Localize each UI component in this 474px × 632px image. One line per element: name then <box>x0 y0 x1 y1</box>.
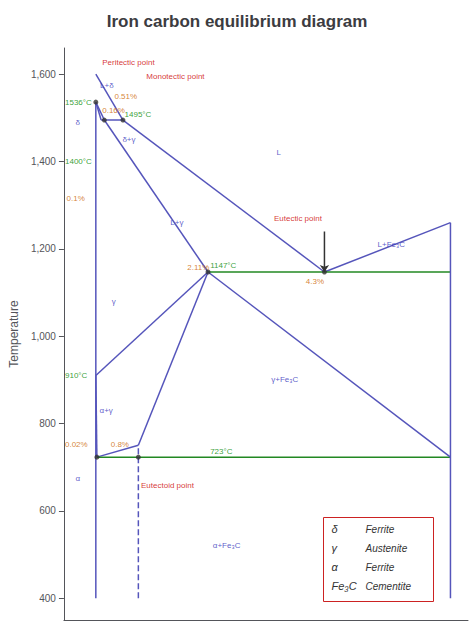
svg-text:α: α <box>76 474 81 483</box>
svg-text:400: 400 <box>39 593 56 604</box>
svg-text:Ferrite: Ferrite <box>366 524 395 535</box>
svg-text:0.51%: 0.51% <box>114 92 137 101</box>
svg-text:1400°C: 1400°C <box>65 157 92 166</box>
svg-text:0.16%: 0.16% <box>102 106 125 115</box>
svg-text:Austenite: Austenite <box>365 543 408 554</box>
svg-text:α+γ: α+γ <box>100 406 113 415</box>
svg-text:1495°C: 1495°C <box>125 110 152 119</box>
svg-text:α: α <box>332 561 339 573</box>
svg-text:Eutectoid point: Eutectoid point <box>141 481 195 490</box>
svg-text:1536°C: 1536°C <box>65 98 92 107</box>
svg-text:L: L <box>277 148 282 157</box>
svg-text:0.1%: 0.1% <box>67 194 85 203</box>
svg-text:1147°C: 1147°C <box>210 261 236 270</box>
svg-text:Cementite: Cementite <box>366 581 412 592</box>
svg-text:Peritectic point: Peritectic point <box>102 58 155 67</box>
svg-text:Monotectic point: Monotectic point <box>146 72 205 81</box>
svg-text:723°C: 723°C <box>210 447 233 456</box>
svg-text:800: 800 <box>39 418 56 429</box>
svg-text:L+Fe₃C: L+Fe₃C <box>378 240 406 249</box>
svg-text:1,400: 1,400 <box>31 156 56 167</box>
svg-text:0.02%: 0.02% <box>65 440 88 449</box>
svg-text:Ferrite: Ferrite <box>366 562 395 573</box>
svg-text:910°C: 910°C <box>65 371 88 380</box>
svg-text:2.11%: 2.11% <box>187 263 209 272</box>
svg-text:γ: γ <box>332 542 339 554</box>
svg-text:L+γ: L+γ <box>170 218 183 227</box>
svg-text:γ+Fe₃C: γ+Fe₃C <box>271 375 298 384</box>
svg-text:γ: γ <box>112 297 116 306</box>
svg-text:Fe₃C: Fe₃C <box>332 580 357 592</box>
svg-text:0.8%: 0.8% <box>111 440 129 449</box>
svg-text:δ+γ: δ+γ <box>122 135 135 144</box>
svg-text:Iron carbon equilibrium diagra: Iron carbon equilibrium diagram <box>107 12 368 31</box>
svg-text:δ: δ <box>76 118 81 127</box>
svg-text:4.3%: 4.3% <box>306 277 324 286</box>
svg-text:Eutectic point: Eutectic point <box>274 214 323 223</box>
svg-text:1,200: 1,200 <box>31 243 56 254</box>
svg-text:600: 600 <box>39 505 56 516</box>
svg-text:α+Fe₃C: α+Fe₃C <box>213 541 241 550</box>
svg-text:1,600: 1,600 <box>31 69 56 80</box>
svg-text:δ: δ <box>332 523 339 535</box>
svg-text:L+δ: L+δ <box>100 81 114 90</box>
svg-text:Temperature: Temperature <box>7 300 21 368</box>
svg-text:1,000: 1,000 <box>31 331 56 342</box>
